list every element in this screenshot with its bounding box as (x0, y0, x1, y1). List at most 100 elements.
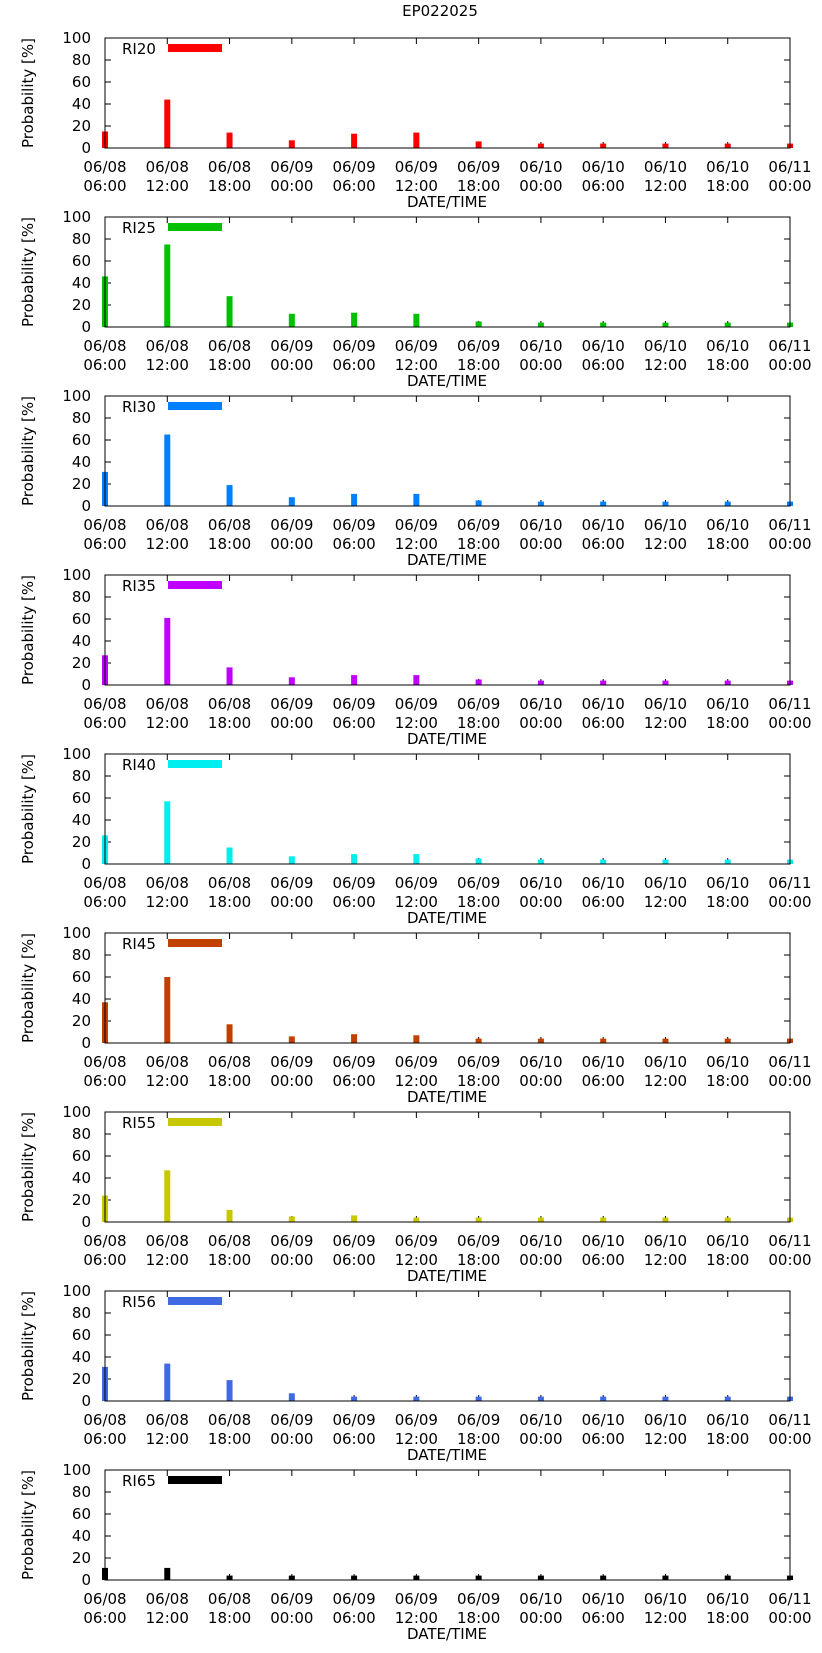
x-tick-label-date: 06/08 (146, 1053, 189, 1071)
x-tick-label-date: 06/11 (768, 337, 811, 355)
legend-label: RI20 (122, 40, 156, 58)
y-tick-label: 80 (72, 409, 91, 427)
x-tick-label-date: 06/10 (644, 337, 687, 355)
x-tick-label-time: 06:00 (83, 356, 126, 374)
y-tick-label: 20 (72, 833, 91, 851)
x-tick-label-time: 12:00 (644, 1072, 687, 1090)
y-tick-label: 20 (72, 1191, 91, 1209)
plot-frame (104, 574, 791, 686)
x-tick-label-date: 06/09 (395, 158, 438, 176)
x-tick-label-date: 06/09 (270, 695, 313, 713)
bar-ri30-10 (724, 501, 731, 506)
bar-ri20-7 (537, 143, 544, 148)
y-tick-label: 40 (72, 95, 91, 113)
x-tick-label-time: 06:00 (83, 714, 126, 732)
x-tick-label-date: 06/10 (644, 874, 687, 892)
y-axis-label: Probability [%] (19, 575, 37, 685)
x-tick-label-date: 06/08 (208, 1053, 251, 1071)
y-axis-label: Probability [%] (19, 1112, 37, 1222)
y-tick-label: 20 (72, 296, 91, 314)
bar-ri35-4 (351, 675, 358, 685)
y-tick-label: 0 (81, 1392, 91, 1410)
y-tick-label: 40 (72, 811, 91, 829)
y-tick-label: 0 (81, 1034, 91, 1052)
bar-ri55-9 (662, 1217, 669, 1222)
bar-ri20-5 (413, 132, 420, 148)
x-tick-label-date: 06/10 (706, 874, 749, 892)
plot-frame (104, 932, 791, 1044)
bar-ri30-5 (413, 493, 420, 506)
legend-swatch (168, 1297, 222, 1305)
x-tick-label-date: 06/09 (270, 1232, 313, 1250)
x-tick-label-time: 18:00 (706, 1430, 749, 1448)
x-tick-label-date: 06/10 (519, 695, 562, 713)
x-tick-label-time: 06:00 (582, 714, 625, 732)
x-tick-label-time: 12:00 (395, 714, 438, 732)
x-tick-label-date: 06/10 (644, 1053, 687, 1071)
x-tick-label-date: 06/10 (519, 1232, 562, 1250)
y-tick-label: 80 (72, 946, 91, 964)
x-tick-label-time: 12:00 (395, 177, 438, 195)
x-tick-label-time: 18:00 (457, 1609, 500, 1627)
legend-label: RI40 (122, 756, 156, 774)
x-tick-label-time: 12:00 (644, 356, 687, 374)
x-tick-label-time: 18:00 (457, 535, 500, 553)
x-tick-label-date: 06/08 (146, 1411, 189, 1429)
legend-label: RI56 (122, 1293, 156, 1311)
bar-ri56-8 (600, 1396, 607, 1401)
x-tick-label-time: 12:00 (644, 1430, 687, 1448)
x-tick-label-date: 06/10 (582, 1232, 625, 1250)
bar-ri35-7 (537, 680, 544, 685)
bar-ri20-10 (724, 143, 731, 148)
y-tick-label: 40 (72, 1348, 91, 1366)
x-tick-label-date: 06/09 (395, 1232, 438, 1250)
x-tick-label-time: 00:00 (270, 893, 313, 911)
bar-ri56-10 (724, 1396, 731, 1401)
bar-ri55-5 (413, 1217, 420, 1222)
y-tick-label: 100 (62, 1461, 91, 1479)
chart-panel-ri56: 02040608010006/0806:0006/0812:0006/0818:… (19, 1282, 812, 1464)
bar-ri65-9 (662, 1575, 669, 1580)
legend-label: RI30 (122, 398, 156, 416)
x-tick-label-date: 06/11 (768, 1590, 811, 1608)
x-tick-label-time: 06:00 (83, 1072, 126, 1090)
x-tick-label-date: 06/08 (208, 1232, 251, 1250)
legend-label: RI35 (122, 577, 156, 595)
y-tick-label: 0 (81, 676, 91, 694)
y-tick-label: 0 (81, 139, 91, 157)
x-tick-label-date: 06/10 (706, 337, 749, 355)
x-tick-label-time: 00:00 (519, 177, 562, 195)
x-tick-label-date: 06/08 (146, 158, 189, 176)
bar-ri25-7 (537, 322, 544, 327)
x-tick-label-date: 06/08 (208, 874, 251, 892)
x-axis-label: DATE/TIME (407, 1267, 487, 1285)
x-tick-label-date: 06/10 (519, 1053, 562, 1071)
x-tick-label-time: 12:00 (146, 177, 189, 195)
y-tick-label: 100 (62, 1282, 91, 1300)
x-tick-label-time: 00:00 (519, 535, 562, 553)
bar-ri56-9 (662, 1396, 669, 1401)
y-tick-label: 80 (72, 1125, 91, 1143)
x-tick-label-date: 06/09 (457, 1411, 500, 1429)
plot-frame (104, 395, 791, 507)
y-tick-label: 60 (72, 1147, 91, 1165)
x-tick-label-time: 18:00 (706, 893, 749, 911)
bar-ri40-9 (662, 859, 669, 864)
chart-panel-ri25: 02040608010006/0806:0006/0812:0006/0818:… (19, 208, 812, 390)
x-tick-label-time: 12:00 (644, 714, 687, 732)
bar-ri45-4 (351, 1034, 358, 1043)
x-tick-label-time: 00:00 (519, 893, 562, 911)
x-tick-label-time: 06:00 (582, 893, 625, 911)
x-tick-label-date: 06/10 (706, 1590, 749, 1608)
x-tick-label-time: 12:00 (395, 1072, 438, 1090)
x-axis-label: DATE/TIME (407, 730, 487, 748)
x-tick-label-date: 06/09 (332, 1232, 375, 1250)
bar-ri40-8 (600, 859, 607, 864)
bar-ri45-2 (226, 1024, 233, 1043)
x-tick-label-time: 18:00 (457, 177, 500, 195)
bar-ri30-3 (288, 497, 295, 506)
bar-ri30-2 (226, 485, 233, 506)
bar-ri20-8 (600, 143, 607, 148)
chart-panel-ri30: 02040608010006/0806:0006/0812:0006/0818:… (19, 387, 812, 569)
x-tick-label-date: 06/09 (270, 1411, 313, 1429)
